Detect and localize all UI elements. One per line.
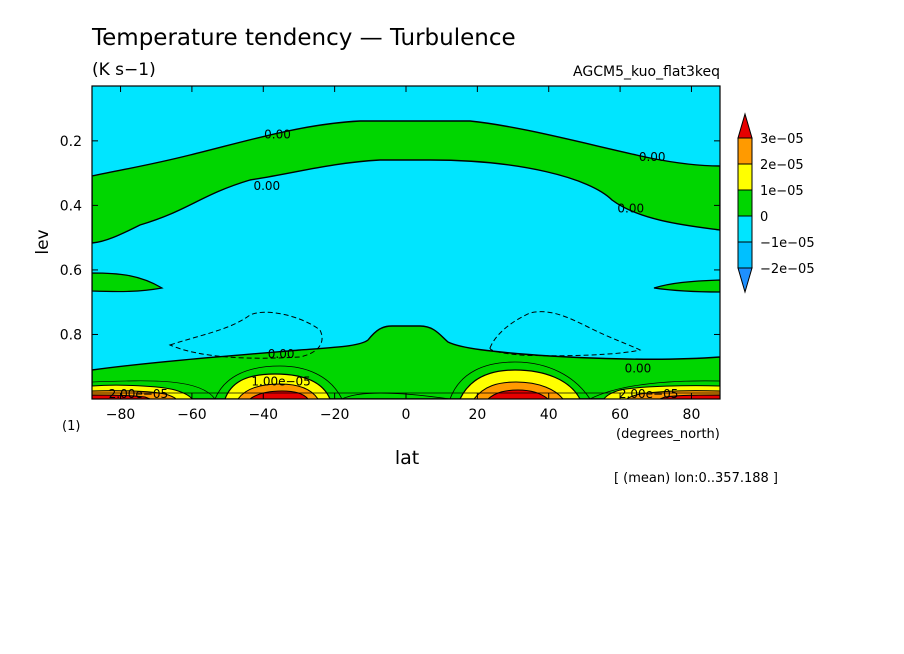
colorbar-segment	[737, 137, 753, 165]
y-tick-label: 0.6	[60, 263, 82, 279]
y-tick-label: 0.8	[60, 327, 82, 343]
contour-label: 2.00e−05	[619, 387, 678, 401]
colorbar-label: −2e−05	[760, 262, 815, 277]
right-lobe-red	[487, 389, 549, 399]
dashed-contour-right	[489, 311, 642, 357]
upper-positive-band	[92, 120, 720, 244]
x-tick-label: −20	[320, 407, 350, 423]
x-axis-label: lat	[395, 447, 419, 469]
x-tick-label: 80	[683, 407, 701, 423]
contour-label: 1.00e−05	[251, 374, 310, 388]
x-tick-label: 40	[540, 407, 558, 423]
x-tick-label: −60	[177, 407, 207, 423]
x-axis: −80 −60 −40 −20 0 20 40 60 80	[106, 86, 701, 423]
x-tick-label: 60	[611, 407, 629, 423]
dashed-contour-left	[168, 311, 323, 359]
contour-label: 0.00	[253, 179, 280, 193]
right-lobe-thin-contour	[449, 361, 591, 399]
colorbar-extend-max	[737, 112, 753, 139]
y-tick-label: 0.4	[60, 198, 82, 214]
contour-label: 2.00e−05	[109, 387, 168, 401]
x-tick-label: −80	[106, 407, 136, 423]
left-lobe-thin-contour	[214, 365, 343, 399]
colorbar-segment	[737, 241, 753, 269]
right-positive-tongue	[653, 279, 720, 293]
y-axis-label: lev	[33, 229, 53, 254]
y-level-note: (1)	[62, 419, 80, 434]
contour-label: 0.00	[625, 361, 652, 375]
contour-label: 0.00	[639, 150, 666, 164]
colorbar-segment	[737, 163, 753, 191]
experiment-label: AGCM5_kuo_flat3keq	[573, 64, 720, 80]
colorbar-segment	[737, 189, 753, 217]
chart-title: Temperature tendency — Turbulence	[91, 25, 516, 51]
mean-note: [ (mean) lon:0..357.188 ]	[614, 471, 778, 486]
contour-label: 0.00	[268, 347, 295, 361]
colorbar-label: −1e−05	[760, 236, 815, 251]
y-tick-label: 0.2	[60, 134, 82, 150]
colorbar-label: 2e−05	[760, 158, 804, 173]
contour-label: 0.00	[264, 127, 291, 141]
colorbar-label: 1e−05	[760, 184, 804, 199]
plot-area: 0.00 0.00 0.00 0.00 0.00 0.00 1.00e−05 2.00e−05…	[92, 86, 720, 401]
colorbar-extend-min	[737, 267, 753, 294]
left-positive-tongue	[92, 272, 164, 293]
units-label: (K s−1)	[92, 60, 156, 80]
x-tick-label: 20	[468, 407, 486, 423]
colorbar-segment	[737, 215, 753, 243]
contour-labels: 0.00 0.00 0.00 0.00 0.00 0.00 1.00e−05 2.00e−05…	[109, 127, 679, 401]
y-axis: 0.2 0.4 0.6 0.8	[60, 134, 720, 343]
x-units-label: (degrees_north)	[616, 427, 720, 442]
colorbar: 3e−05 2e−05 1e−05 0 −1e−05 −2e−05	[737, 112, 815, 294]
colorbar-label: 3e−05	[760, 132, 804, 147]
contour-label: 0.00	[617, 202, 644, 216]
x-tick-label: −40	[248, 407, 278, 423]
colorbar-label: 0	[760, 210, 768, 225]
x-tick-label: 0	[402, 407, 411, 423]
